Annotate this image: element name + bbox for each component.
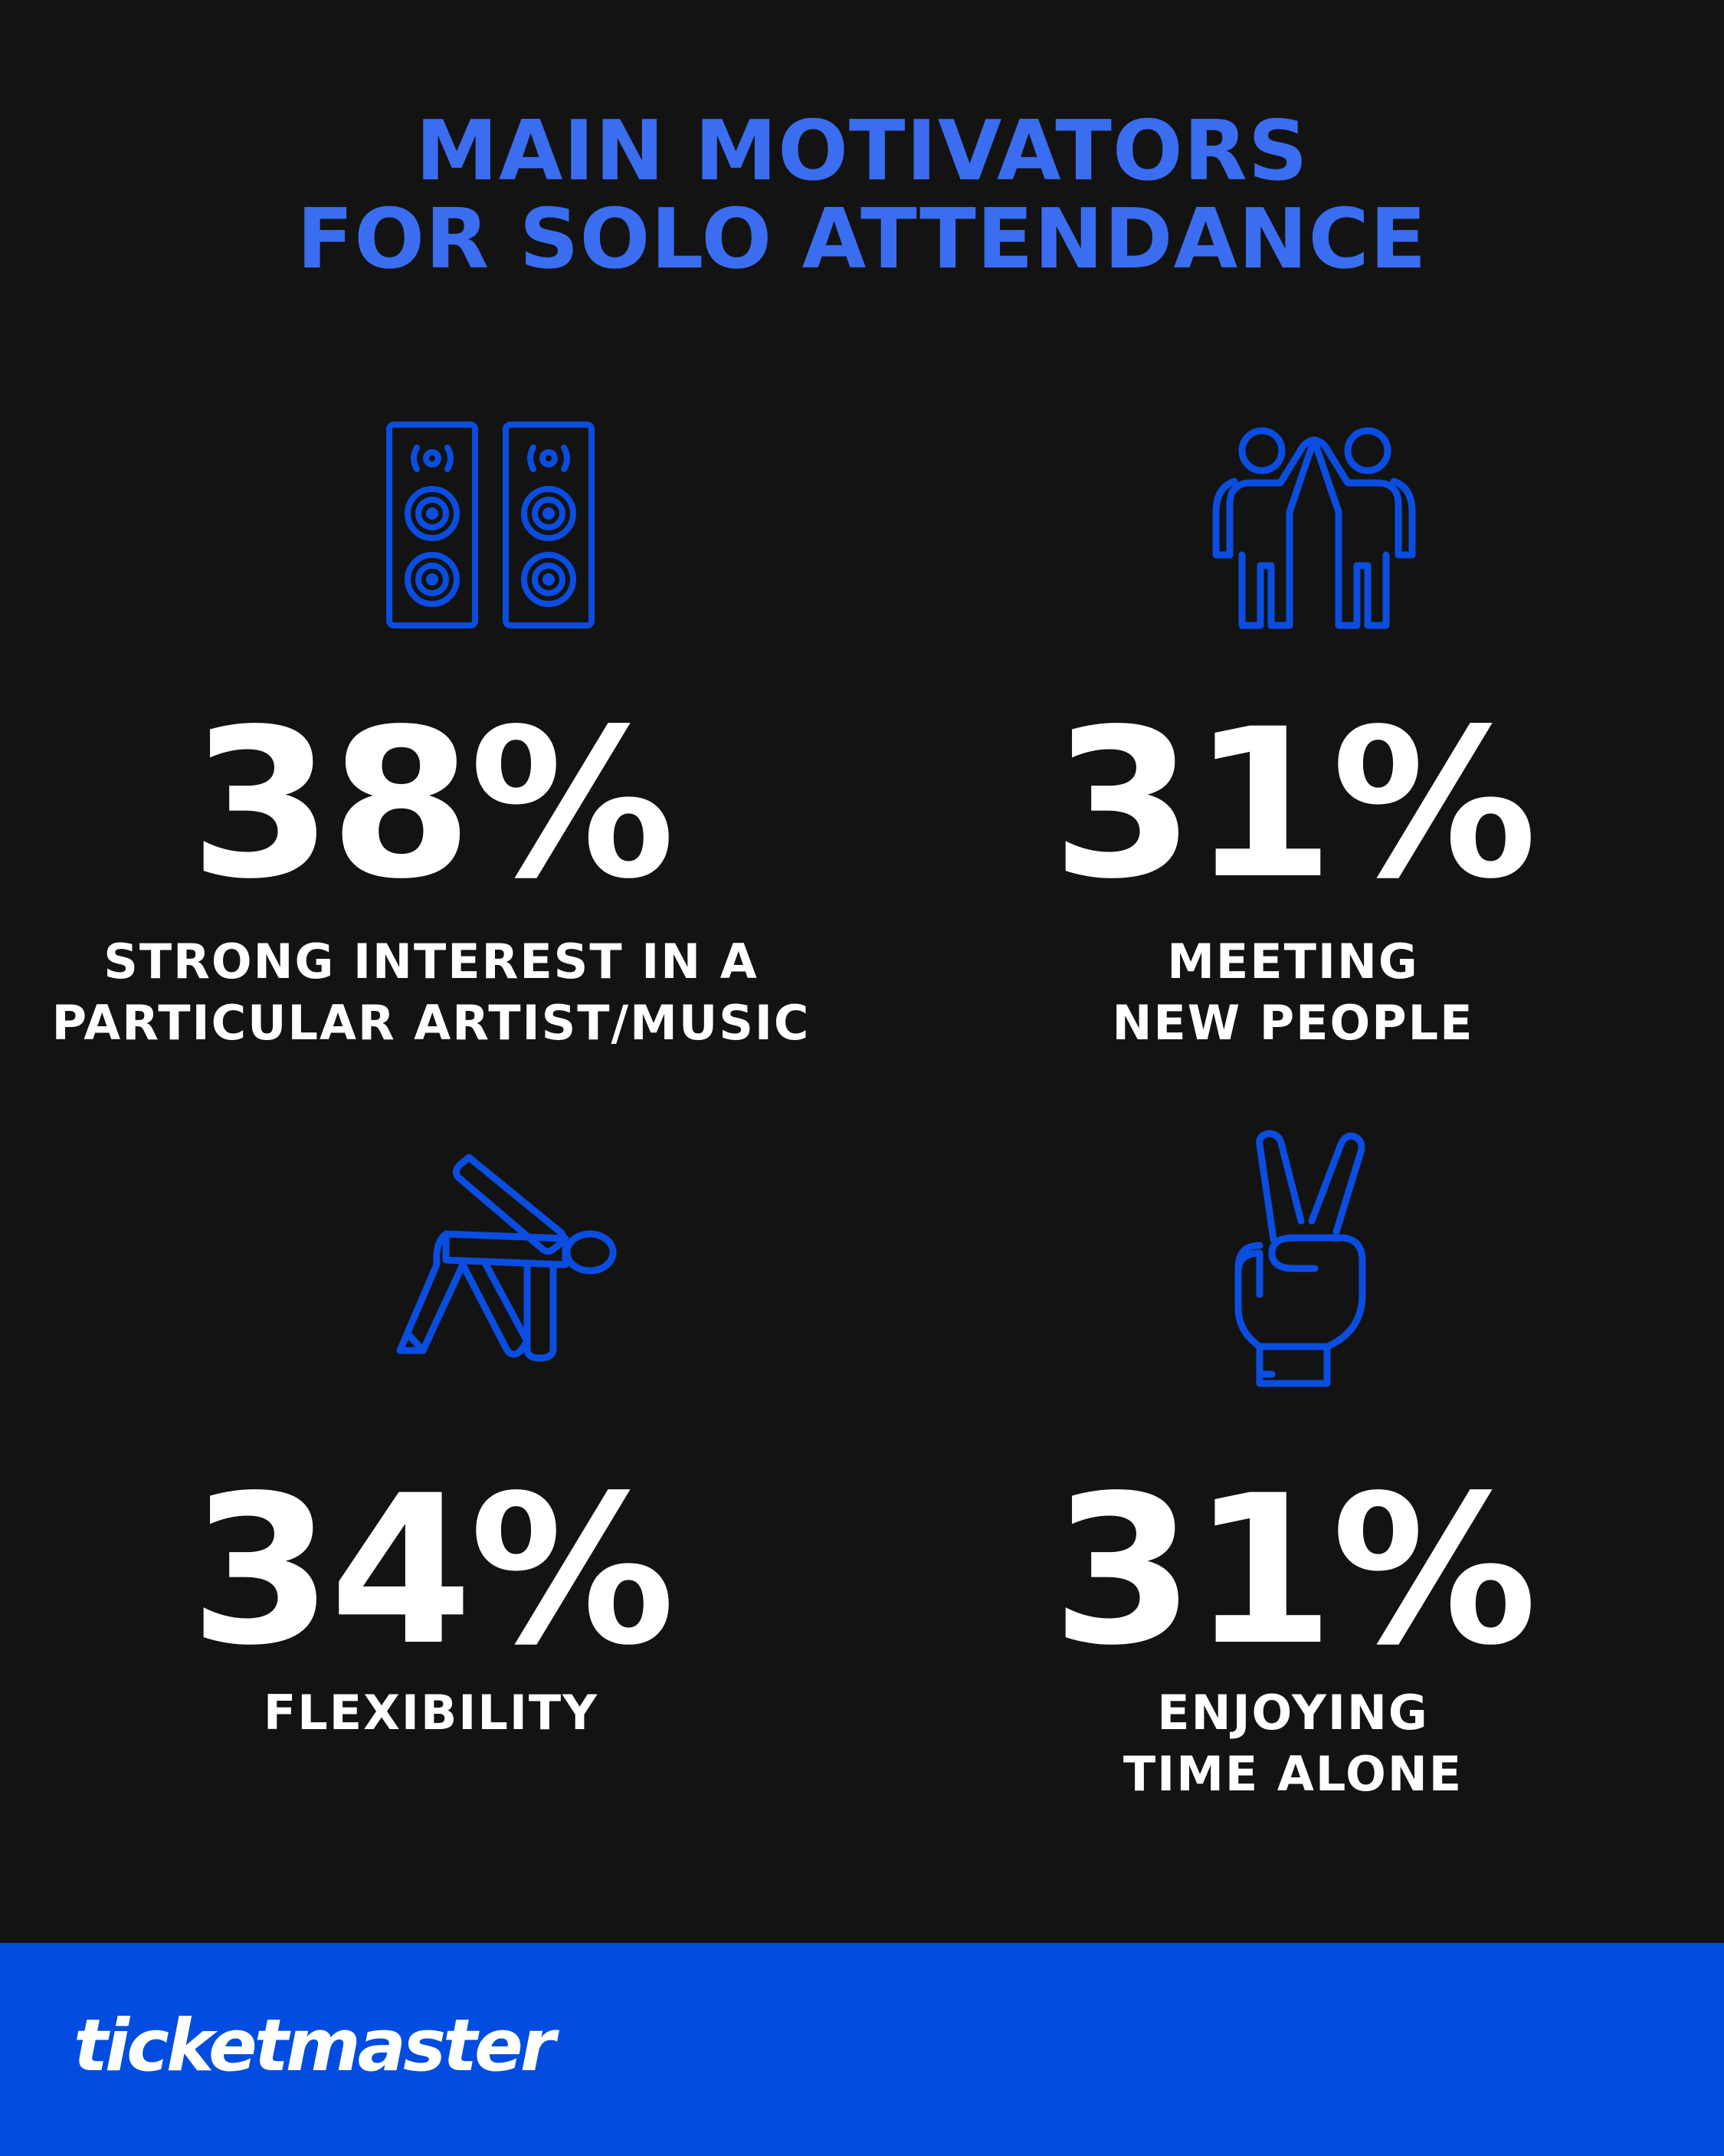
page-title: MAIN MOTIVATORS FOR SOLO ATTENDANCE [0, 107, 1724, 284]
stat-label-meeting-line-1: MEETING [1167, 934, 1419, 989]
peace-sign-hand-icon [1234, 1130, 1366, 1387]
title-line-2: FOR SOLO ATTENDANCE [297, 192, 1427, 287]
stat-percent-interest: 38% [189, 685, 675, 924]
stat-label-interest-line-2: PARTICULAR ARTIST/MUSIC [51, 995, 811, 1051]
stat-label-alone: ENJOYING TIME ALONE [862, 1682, 1724, 1805]
high-five-icon [1212, 427, 1416, 629]
stat-label-alone-line-1: ENJOYING [1157, 1685, 1429, 1741]
ticketmaster-logo[interactable]: ticketmaster [74, 2004, 556, 2088]
stat-label-flexibility-line-1: FLEXIBILITY [263, 1685, 599, 1741]
stat-label-meeting-line-2: NEW PEOPLE [1112, 995, 1474, 1051]
stretching-person-icon [396, 1153, 617, 1362]
stat-label-flexibility: FLEXIBILITY [0, 1682, 862, 1744]
stat-label-alone-line-2: TIME ALONE [1123, 1746, 1463, 1802]
stat-label-interest: STRONG INTEREST IN A PARTICULAR ARTIST/M… [0, 931, 862, 1054]
speakers-icon [386, 422, 595, 628]
stat-label-interest-line-1: STRONG INTEREST IN A [103, 934, 759, 989]
stat-label-meeting: MEETING NEW PEOPLE [862, 931, 1724, 1054]
stat-percent-flexibility: 34% [189, 1452, 675, 1691]
footer-bar: ticketmaster [0, 1943, 1724, 2156]
stat-percent-alone: 31% [1051, 1452, 1537, 1691]
title-line-1: MAIN MOTIVATORS [415, 103, 1309, 199]
stat-percent-meeting: 31% [1051, 685, 1537, 924]
